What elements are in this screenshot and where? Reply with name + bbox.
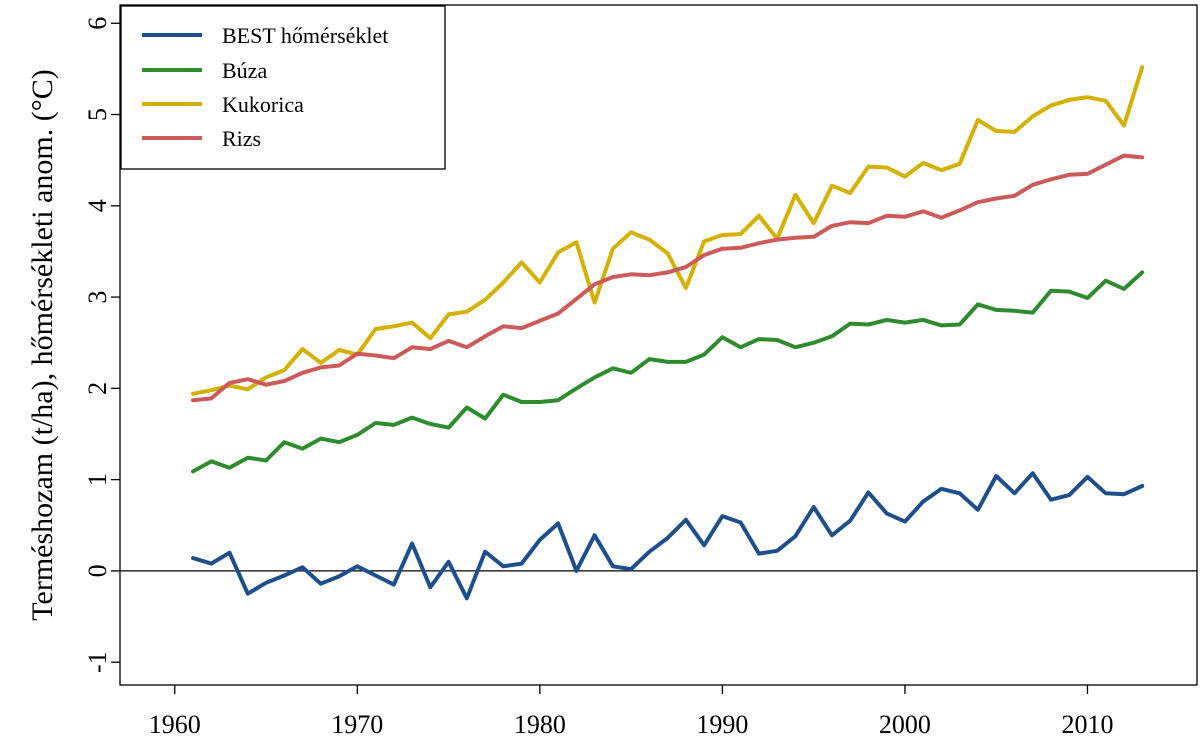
y-tick-label: 0 <box>83 564 112 577</box>
y-tick-label: 5 <box>83 108 112 121</box>
legend-label: Kukorica <box>222 92 304 117</box>
series-line-3 <box>191 65 1145 396</box>
series-layer <box>191 65 1145 601</box>
y-axis-title: Terméshozam (t/ha), hőmérsékleti anom. (… <box>26 69 59 620</box>
legend-label: Búza <box>222 58 267 83</box>
legend-label: Rizs <box>222 126 261 151</box>
legend-label: BEST hőmérséklet <box>222 23 388 48</box>
y-tick-label: 6 <box>83 17 112 30</box>
plot-frame <box>119 4 1198 686</box>
series-line-2 <box>191 270 1145 474</box>
x-tick-label: 1970 <box>331 710 383 739</box>
x-axis: 1960 1970 1980 1990 2000 2010 <box>149 685 1113 739</box>
y-axis: -1 0 1 2 3 4 5 6 <box>83 17 120 673</box>
y-tick-label: 3 <box>83 291 112 304</box>
x-tick-label: 1980 <box>514 710 566 739</box>
y-tick-label: -1 <box>83 651 112 673</box>
y-tick-label: 4 <box>83 199 112 212</box>
legend: BEST hőmérséklet Búza Kukorica Rizs <box>120 5 446 170</box>
y-tick-label: 2 <box>83 382 112 395</box>
x-tick-label: 2010 <box>1061 710 1113 739</box>
y-tick-label: 1 <box>83 473 112 486</box>
x-tick-label: 2000 <box>879 710 931 739</box>
x-tick-label: 1990 <box>696 710 748 739</box>
x-tick-label: 1960 <box>149 710 201 739</box>
series-line-4 <box>191 153 1145 403</box>
series-line-1 <box>191 471 1145 601</box>
